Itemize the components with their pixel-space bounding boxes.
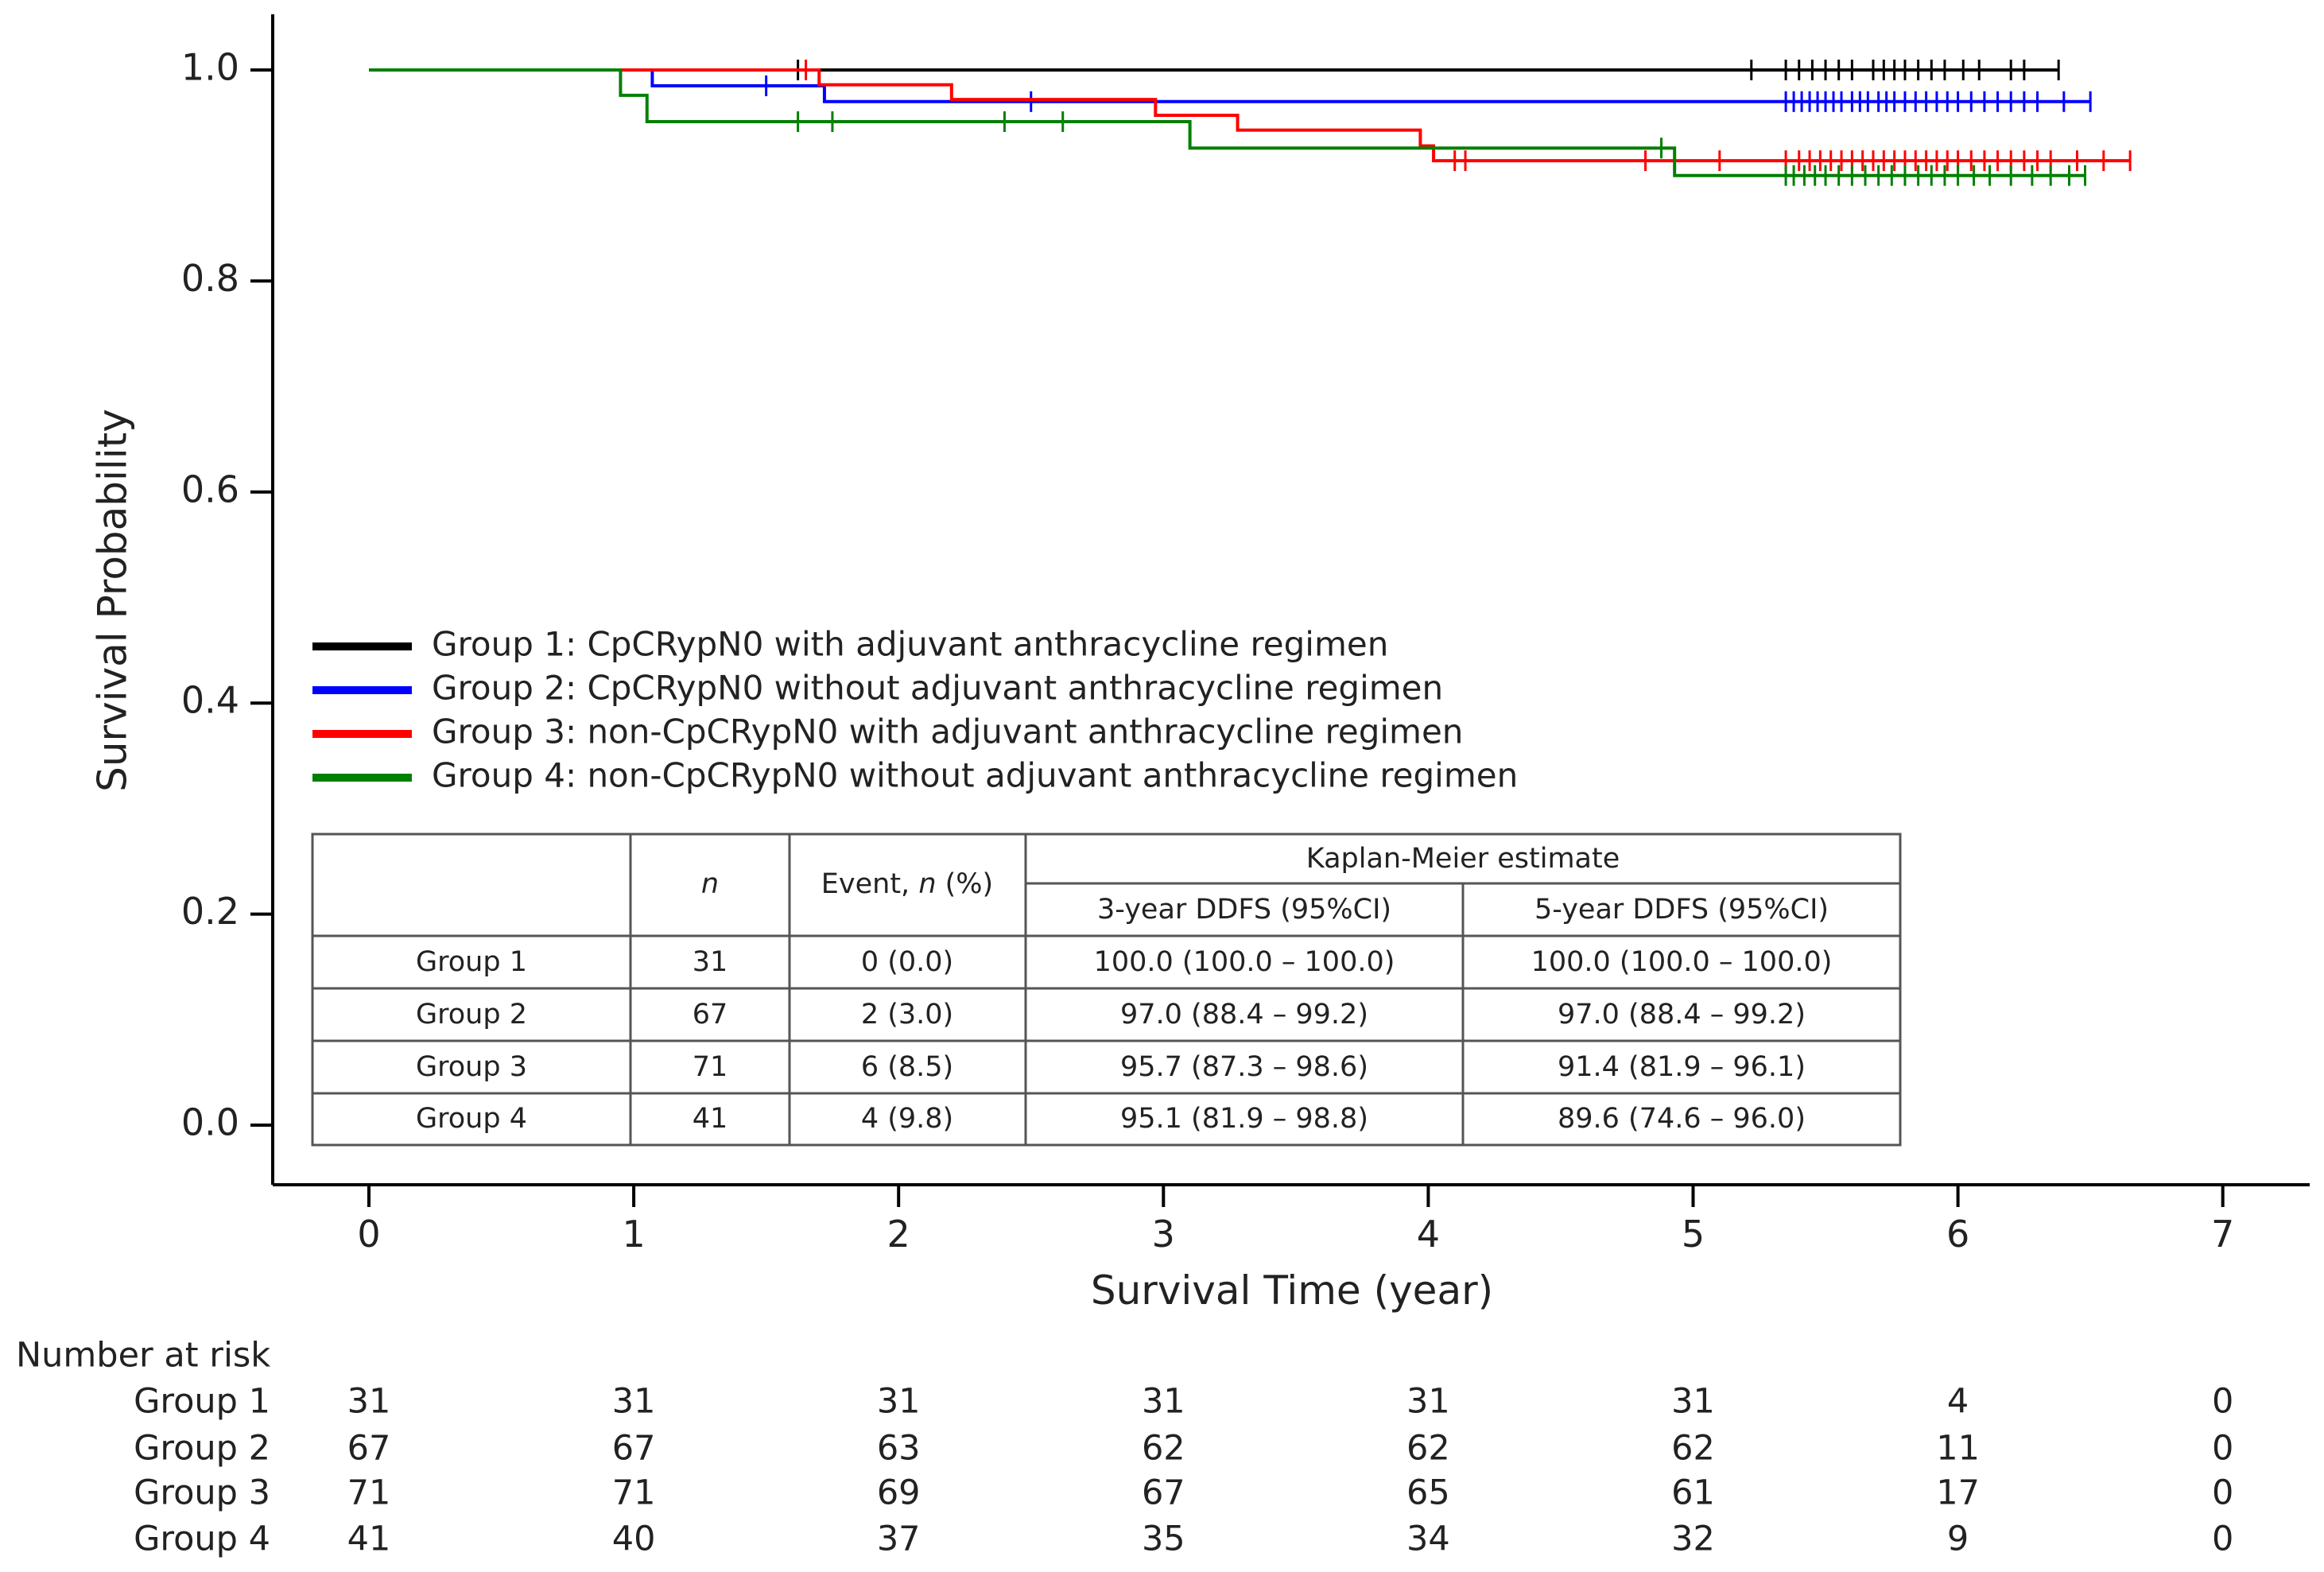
- y-tick-label: 0.0: [181, 1101, 239, 1144]
- risk-value: 31: [612, 1382, 656, 1422]
- x-tick-label: 3: [1152, 1213, 1175, 1256]
- legend-label-group-3: Group 3: non-CpCRypN0 with adjuvant anth…: [432, 712, 1463, 751]
- risk-value: 40: [612, 1520, 656, 1559]
- risk-value: 0: [2212, 1473, 2233, 1513]
- x-tick-label: 0: [357, 1213, 380, 1256]
- y-tick-label: 0.8: [181, 257, 239, 300]
- risk-row-label: Group 4: [134, 1520, 270, 1559]
- risk-value: 63: [877, 1429, 921, 1469]
- header-event: Event, n (%): [821, 868, 993, 900]
- y-tick-label: 0.4: [181, 679, 239, 722]
- x-axis-title: Survival Time (year): [1091, 1267, 1493, 1314]
- x-tick-label: 6: [1946, 1213, 1969, 1256]
- table-cell-n: 41: [693, 1103, 728, 1135]
- risk-value: 11: [1936, 1429, 1980, 1469]
- risk-value: 71: [612, 1473, 656, 1513]
- table-cell-group: Group 3: [416, 1051, 527, 1083]
- risk-value: 67: [347, 1429, 391, 1469]
- risk-value: 34: [1406, 1520, 1450, 1559]
- header-5-year: 5-year DDFS (95%CI): [1534, 894, 1829, 926]
- table-cell-group: Group 2: [416, 999, 527, 1031]
- legend-label-group-1: Group 1: CpCRypN0 with adjuvant anthracy…: [432, 625, 1388, 664]
- y-tick-label: 0.6: [181, 468, 239, 510]
- y-tick-label: 0.2: [181, 890, 239, 933]
- table-cell-5-year: 89.6 (74.6 – 96.0): [1558, 1103, 1806, 1135]
- risk-value: 31: [1671, 1382, 1715, 1422]
- plot-axes: 0.00.20.40.60.81.00 1 2 3 4 5 6 7: [181, 14, 2310, 1256]
- x-tick-label: 4: [1417, 1213, 1440, 1256]
- risk-value: 31: [1406, 1382, 1450, 1422]
- header-km-estimate: Kaplan-Meier estimate: [1306, 843, 1620, 875]
- x-tick-label: 5: [1682, 1213, 1705, 1256]
- risk-value: 62: [1406, 1429, 1450, 1469]
- risk-value: 65: [1406, 1473, 1450, 1513]
- table-cell-5-year: 97.0 (88.4 – 99.2): [1558, 999, 1806, 1031]
- table-cell-event: 4 (9.8): [861, 1103, 953, 1135]
- table-cell-3-year: 95.1 (81.9 – 98.8): [1120, 1103, 1368, 1135]
- risk-value: 32: [1671, 1520, 1715, 1559]
- risk-value: 17: [1936, 1473, 1980, 1513]
- table-cell-5-year: 91.4 (81.9 – 96.1): [1558, 1051, 1806, 1083]
- y-tick-label: 1.0: [181, 46, 239, 89]
- risk-value: 4: [1947, 1382, 1969, 1422]
- risk-value: 67: [1142, 1473, 1185, 1513]
- table-cell-event: 0 (0.0): [861, 946, 953, 978]
- header-n: n: [701, 868, 719, 900]
- risk-value: 0: [2212, 1382, 2233, 1422]
- table-cell-5-year: 100.0 (100.0 – 100.0): [1531, 946, 1833, 978]
- series-3: [369, 60, 2132, 172]
- table-cell-event: 6 (8.5): [861, 1051, 953, 1083]
- risk-value: 62: [1671, 1429, 1715, 1469]
- x-tick-label: 1: [622, 1213, 645, 1256]
- table-cell-event: 2 (3.0): [861, 999, 953, 1031]
- x-tick-label: 2: [887, 1213, 910, 1256]
- summary-table: n Event, n (%) Kaplan-Meier estimate 3-y…: [311, 833, 1902, 1147]
- survival-curves: [369, 60, 2132, 186]
- legend-label-group-2: Group 2: CpCRypN0 without adjuvant anthr…: [432, 669, 1443, 708]
- table-cell-group: Group 4: [416, 1103, 527, 1135]
- table-cell-3-year: 95.7 (87.3 – 98.6): [1120, 1051, 1368, 1083]
- y-axis-title: Survival Probability: [90, 409, 136, 792]
- survival-curve-group-3: [369, 68, 2131, 163]
- risk-row-label: Group 2: [134, 1429, 270, 1469]
- risk-value: 0: [2212, 1520, 2233, 1559]
- risk-value: 31: [877, 1382, 921, 1422]
- risk-value: 0: [2212, 1429, 2233, 1469]
- risk-table-title: Number at risk: [16, 1336, 270, 1376]
- risk-table: Number at risk Group 1 31 31 31 31 31 31 4 0Grou…: [16, 1336, 2233, 1559]
- risk-value: 31: [1142, 1382, 1185, 1422]
- table-cell-3-year: 97.0 (88.4 – 99.2): [1120, 999, 1368, 1031]
- risk-value: 71: [347, 1473, 391, 1513]
- risk-value: 41: [347, 1520, 391, 1559]
- risk-value: 37: [877, 1520, 921, 1559]
- legend-label-group-4: Group 4: non-CpCRypN0 without adjuvant a…: [432, 756, 1518, 795]
- table-cell-n: 71: [693, 1051, 728, 1083]
- risk-value: 62: [1142, 1429, 1185, 1469]
- legend: Group 1: CpCRypN0 with adjuvant anthracy…: [312, 625, 1518, 795]
- table-cell-n: 31: [693, 946, 728, 978]
- risk-value: 9: [1947, 1520, 1969, 1559]
- series-2: [369, 68, 2092, 112]
- risk-value: 69: [877, 1473, 921, 1513]
- table-cell-n: 67: [693, 999, 728, 1031]
- table-cell-3-year: 100.0 (100.0 – 100.0): [1094, 946, 1395, 978]
- series-4: [369, 68, 2086, 186]
- survival-curve-group-4: [369, 68, 2085, 177]
- risk-value: 35: [1142, 1520, 1185, 1559]
- risk-row-label: Group 1: [134, 1382, 270, 1422]
- risk-row-label: Group 3: [134, 1473, 270, 1513]
- x-tick-label: 7: [2211, 1213, 2234, 1256]
- risk-value: 61: [1671, 1473, 1715, 1513]
- risk-value: 31: [347, 1382, 391, 1422]
- header-3-year: 3-year DDFS (95%CI): [1097, 894, 1391, 926]
- table-cell-group: Group 1: [416, 946, 527, 978]
- risk-value: 67: [612, 1429, 656, 1469]
